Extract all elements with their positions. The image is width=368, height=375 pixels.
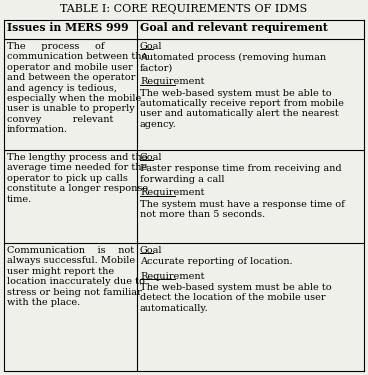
Text: Goal and relevant requirement: Goal and relevant requirement [140,22,328,33]
Text: Goal: Goal [140,42,163,51]
Text: The     process     of
communication between the
operator and mobile user
and be: The process of communication between the… [7,42,147,134]
Text: TABLE I: CORE REQUIREMENTS OF IDMS: TABLE I: CORE REQUIREMENTS OF IDMS [60,4,308,14]
Text: Requirement: Requirement [140,188,205,197]
Text: Requirement: Requirement [140,77,205,86]
Text: Goal: Goal [140,246,163,255]
Text: Faster response time from receiving and
forwarding a call: Faster response time from receiving and … [140,164,342,184]
Text: Issues in MERS 999: Issues in MERS 999 [7,22,128,33]
Text: Goal: Goal [140,153,163,162]
Text: Requirement: Requirement [140,272,205,281]
Text: The lengthy process and the
average time needed for the
operator to pick up call: The lengthy process and the average time… [7,153,148,204]
Text: Communication    is    not
always successful. Mobile
user might report the
locat: Communication is not always successful. … [7,246,145,307]
Text: The web-based system must be able to
automatically receive report from mobile
us: The web-based system must be able to aut… [140,88,344,129]
Text: The system must have a response time of
not more than 5 seconds.: The system must have a response time of … [140,200,345,219]
Text: Automated process (removing human
factor): Automated process (removing human factor… [140,53,326,73]
Text: Accurate reporting of location.: Accurate reporting of location. [140,257,293,266]
Text: The web-based system must be able to
detect the location of the mobile user
auto: The web-based system must be able to det… [140,283,332,313]
